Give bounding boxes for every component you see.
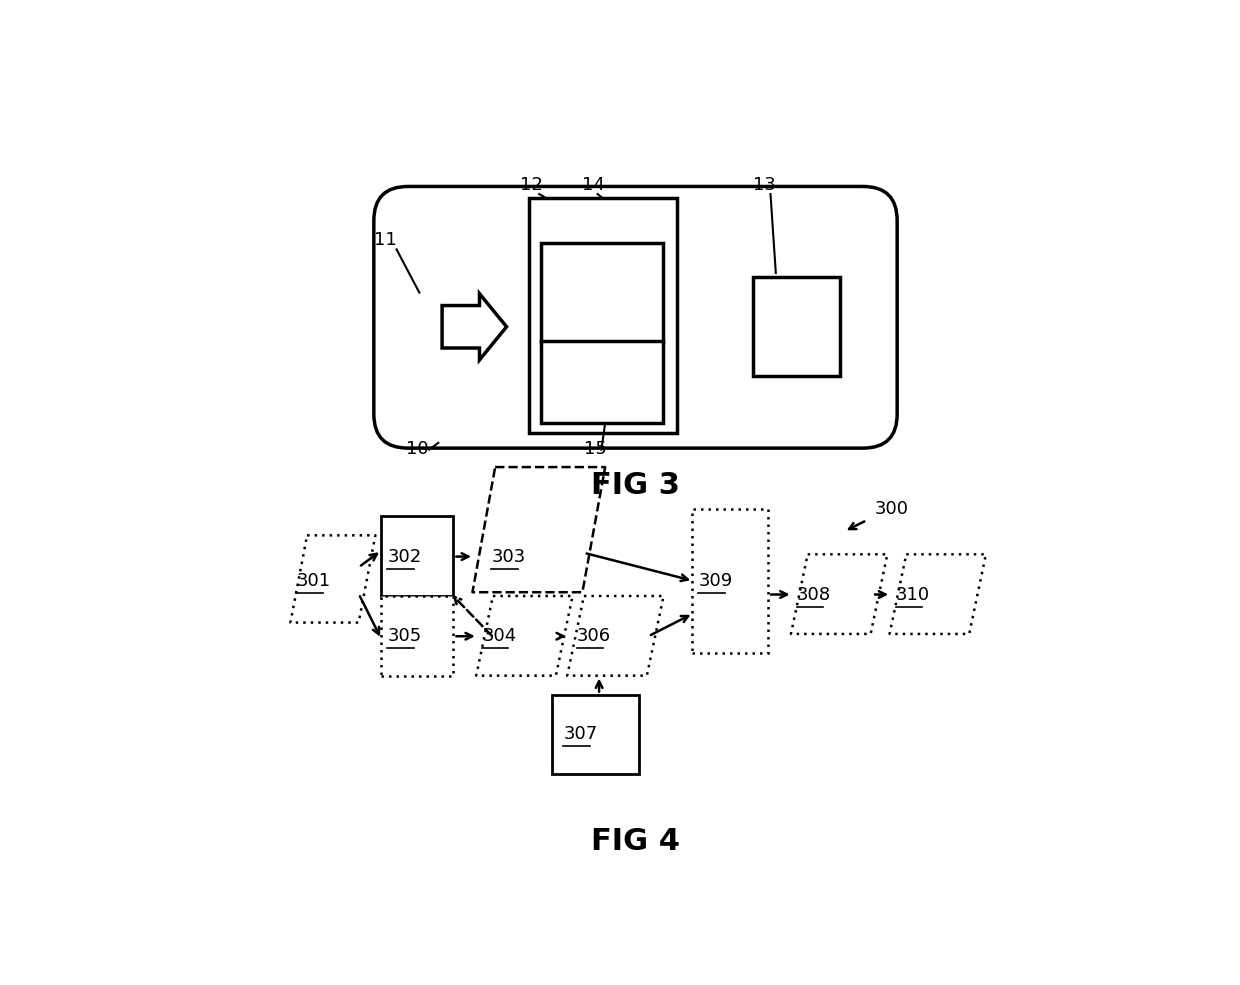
Text: 15: 15: [584, 440, 606, 458]
Text: 10: 10: [407, 440, 429, 458]
Text: 14: 14: [583, 176, 605, 194]
Bar: [382, 516, 454, 596]
FancyBboxPatch shape: [373, 186, 898, 448]
Polygon shape: [443, 294, 507, 360]
Bar: [692, 509, 769, 653]
Text: 309: 309: [698, 572, 733, 590]
Bar: [529, 198, 677, 433]
Bar: [542, 243, 663, 342]
Bar: [542, 341, 663, 424]
Text: 301: 301: [296, 572, 331, 590]
Text: FIG 4: FIG 4: [591, 827, 680, 856]
Text: 302: 302: [387, 548, 422, 565]
Text: 308: 308: [797, 585, 831, 604]
Text: 303: 303: [491, 548, 526, 565]
Text: 11: 11: [373, 230, 397, 249]
Text: 12: 12: [521, 176, 543, 194]
Text: 13: 13: [753, 176, 776, 194]
Text: FIG 3: FIG 3: [591, 471, 680, 499]
Text: 300: 300: [874, 500, 909, 518]
Bar: [382, 596, 454, 676]
Text: 306: 306: [577, 627, 611, 645]
Text: 310: 310: [895, 585, 930, 604]
Bar: [753, 278, 841, 376]
Text: 304: 304: [482, 627, 517, 645]
Text: 307: 307: [563, 725, 598, 743]
Text: 305: 305: [387, 627, 422, 645]
Bar: [552, 694, 640, 774]
